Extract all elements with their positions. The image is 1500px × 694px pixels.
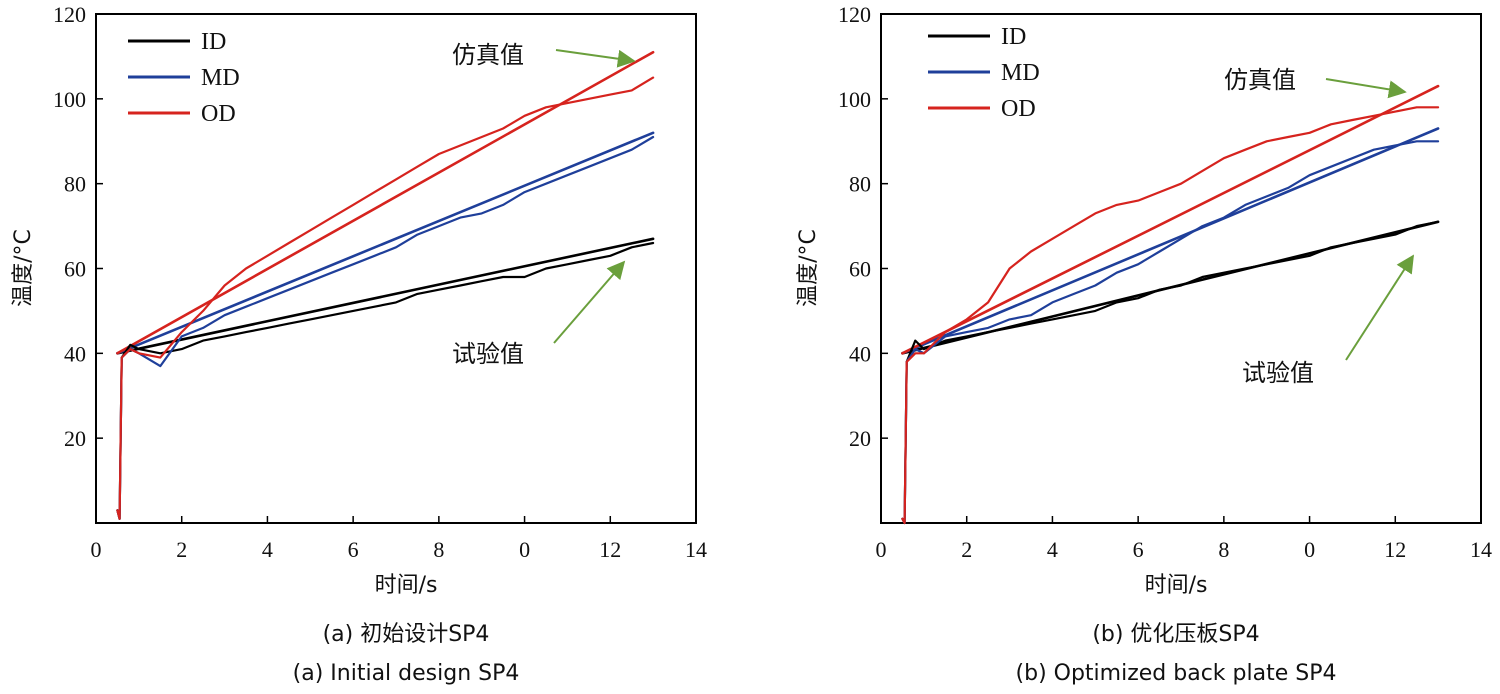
y-tick-label: 80 bbox=[849, 172, 871, 197]
x-ticks: 0 2 4 6 8 0 12 14 bbox=[876, 516, 1492, 562]
annotations: 仿真值 试验值 bbox=[1224, 66, 1414, 387]
x-tick-label: 6 bbox=[348, 537, 359, 562]
legend-label-md: MD bbox=[201, 65, 240, 91]
arrow-simulated bbox=[1325, 78, 1407, 99]
plot-frame bbox=[95, 13, 697, 524]
series-md-experimental bbox=[116, 135, 655, 520]
caption-line-2: (b) Optimized back plate SP4 bbox=[1016, 661, 1337, 686]
x-tick-label: 8 bbox=[1218, 537, 1229, 562]
y-tick-label: 40 bbox=[849, 341, 871, 366]
x-axis-label: 时间/s bbox=[375, 573, 438, 598]
y-tick-label: 120 bbox=[53, 2, 86, 27]
legend: ID MD OD bbox=[128, 29, 240, 127]
x-tick-label: 14 bbox=[1470, 537, 1492, 562]
legend-label-id: ID bbox=[201, 29, 226, 55]
y-tick-label: 100 bbox=[838, 87, 871, 112]
x-tick-label: 0 bbox=[1304, 537, 1315, 562]
y-tick-label: 120 bbox=[838, 2, 871, 27]
annotation-simulated: 仿真值 bbox=[1224, 66, 1296, 94]
x-tick-label: 14 bbox=[685, 537, 707, 562]
arrow-experimental bbox=[553, 260, 626, 344]
x-tick-label: 12 bbox=[1384, 537, 1406, 562]
annotation-experimental: 试验值 bbox=[1242, 359, 1314, 387]
series-md-simulated bbox=[116, 131, 655, 355]
x-tick-label: 6 bbox=[1133, 537, 1144, 562]
y-ticks: 20 40 60 80 100 120 bbox=[53, 2, 103, 451]
caption-line-2: (a) Initial design SP4 bbox=[293, 661, 520, 686]
y-ticks: 20 40 60 80 100 120 bbox=[838, 2, 888, 451]
plot-area bbox=[116, 50, 655, 520]
caption-line-1: (a) 初始设计SP4 bbox=[323, 622, 490, 647]
y-tick-label: 20 bbox=[64, 426, 86, 451]
x-ticks: 0 2 4 6 8 0 12 14 bbox=[91, 516, 707, 562]
y-axis-label: 温度/°C bbox=[796, 229, 821, 307]
series-od-simulated bbox=[116, 50, 655, 355]
arrow-experimental bbox=[1345, 254, 1414, 361]
series-id-simulated bbox=[116, 237, 655, 355]
y-tick-label: 40 bbox=[64, 341, 86, 366]
series-md-simulated bbox=[901, 127, 1440, 355]
y-tick-label: 60 bbox=[64, 257, 86, 282]
annotation-experimental: 试验值 bbox=[452, 340, 524, 368]
arrow-simulated bbox=[555, 49, 636, 68]
x-tick-label: 0 bbox=[91, 537, 102, 562]
y-tick-label: 60 bbox=[849, 257, 871, 282]
y-axis-label: 温度/°C bbox=[11, 229, 36, 307]
series-od-simulated bbox=[901, 84, 1440, 355]
series-od-experimental bbox=[116, 76, 655, 520]
series-od-experimental bbox=[901, 106, 1440, 525]
legend-label-od: OD bbox=[1001, 96, 1036, 122]
y-tick-label: 80 bbox=[64, 172, 86, 197]
legend-label-od: OD bbox=[201, 101, 236, 127]
x-axis-label: 时间/s bbox=[1145, 573, 1208, 598]
plot-area bbox=[901, 84, 1440, 525]
legend: ID MD OD bbox=[928, 24, 1040, 122]
x-tick-label: 0 bbox=[519, 537, 530, 562]
x-tick-label: 2 bbox=[961, 537, 972, 562]
x-tick-label: 2 bbox=[176, 537, 187, 562]
caption-line-1: (b) 优化压板SP4 bbox=[1092, 622, 1259, 647]
series-md-experimental bbox=[901, 140, 1440, 525]
y-tick-label: 100 bbox=[53, 87, 86, 112]
x-tick-label: 8 bbox=[433, 537, 444, 562]
x-tick-label: 12 bbox=[599, 537, 621, 562]
series-id-experimental bbox=[901, 220, 1440, 525]
series-id-experimental bbox=[116, 241, 655, 520]
x-tick-label: 0 bbox=[876, 537, 887, 562]
annotations: 仿真值 试验值 bbox=[452, 41, 636, 368]
y-tick-label: 20 bbox=[849, 426, 871, 451]
legend-label-md: MD bbox=[1001, 60, 1040, 86]
x-tick-label: 4 bbox=[262, 537, 273, 562]
x-tick-label: 4 bbox=[1047, 537, 1058, 562]
legend-label-id: ID bbox=[1001, 24, 1026, 50]
annotation-simulated: 仿真值 bbox=[452, 41, 524, 69]
